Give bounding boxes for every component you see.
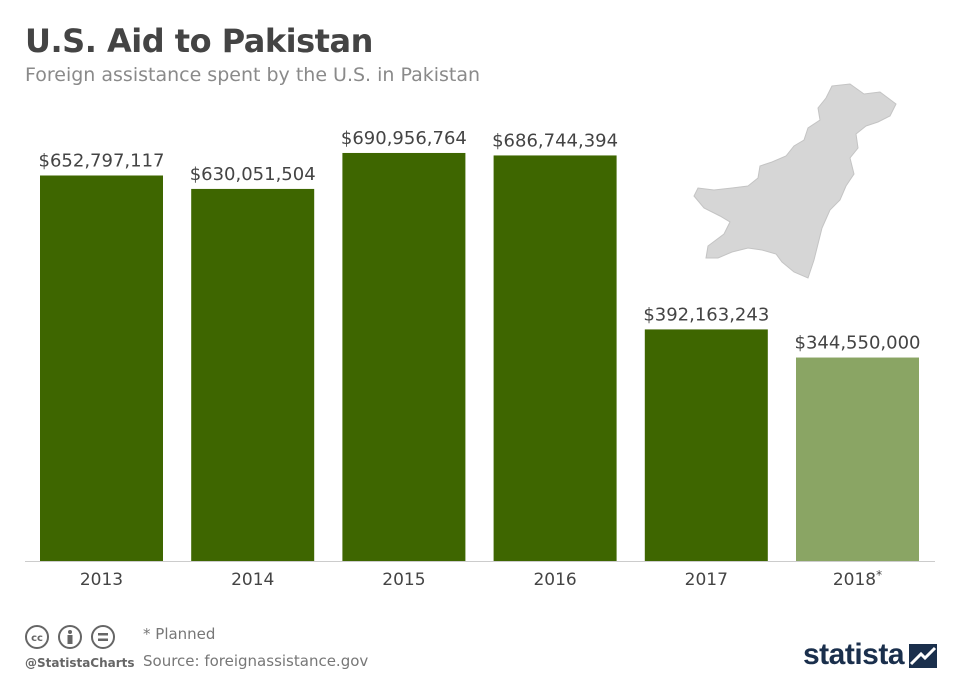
bar-2013	[40, 175, 163, 562]
x-tick-label: 2018*	[833, 568, 882, 590]
data-label: $686,744,394	[492, 130, 618, 151]
x-tick-label: 2013	[80, 570, 123, 590]
bar-2014	[191, 188, 315, 561]
cc-icon: cc	[25, 625, 49, 649]
data-label: $690,956,764	[341, 128, 467, 149]
bar-2015	[342, 152, 466, 561]
x-tick-label: 2015	[382, 570, 425, 590]
svg-text:cc: cc	[31, 633, 43, 644]
chart-subtitle: Foreign assistance spent by the U.S. in …	[25, 64, 481, 86]
x-tick-label: 2017	[685, 570, 728, 590]
statista-logo-icon	[909, 644, 937, 668]
source-note: Source: foreignassistance.gov	[143, 652, 369, 670]
footnote: * Planned	[143, 625, 216, 643]
data-label: $392,163,243	[643, 304, 769, 325]
license-icons: cc	[25, 625, 115, 649]
bar-2017	[644, 329, 768, 561]
data-label: $344,550,000	[795, 333, 921, 354]
bar-2018	[796, 357, 919, 561]
attribution-icon	[58, 625, 82, 649]
data-label: $630,051,504	[190, 164, 316, 185]
x-tick-label: 2014	[231, 570, 274, 590]
social-handle: @StatistaCharts	[25, 656, 135, 670]
chart-title: U.S. Aid to Pakistan	[25, 22, 373, 60]
data-label: $652,797,117	[39, 150, 165, 171]
x-tick-label: 2016	[533, 570, 576, 590]
pakistan-map-icon	[693, 83, 897, 279]
bar-2016	[493, 155, 617, 562]
no-derivatives-icon	[91, 625, 115, 649]
brand-wordmark: statista	[803, 638, 905, 671]
